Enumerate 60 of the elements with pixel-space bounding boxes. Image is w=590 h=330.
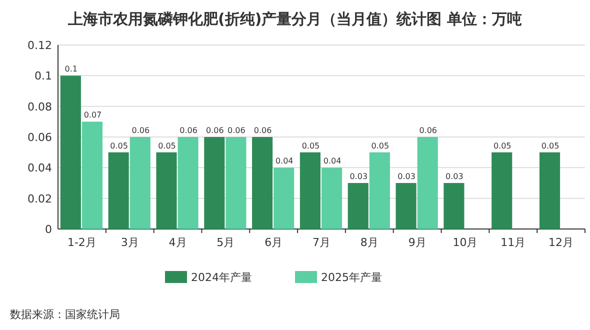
data-label: 0.05 (541, 141, 560, 150)
y-tick-label: 0 (45, 223, 52, 236)
bar (322, 168, 342, 229)
y-tick-label: 0.08 (28, 100, 52, 114)
x-tick-label: 7月 (312, 236, 330, 249)
data-label: 0.05 (302, 141, 320, 150)
bar (444, 183, 464, 229)
x-tick-label: 6月 (264, 236, 283, 249)
data-label: 0.03 (350, 172, 368, 181)
y-tick-label: 0.04 (28, 162, 52, 175)
bar (252, 137, 273, 229)
x-tick-label: 11月 (500, 236, 526, 249)
data-label: 0.05 (371, 141, 390, 150)
data-label: 0.06 (180, 126, 198, 135)
bar (156, 152, 177, 229)
data-label: 0.05 (493, 141, 512, 150)
bar (226, 137, 246, 229)
x-tick-label: 3月 (120, 236, 139, 249)
bar (204, 137, 225, 229)
x-tick-label: 1-2月 (67, 236, 96, 249)
x-tick-label: 8月 (360, 236, 378, 249)
bar (492, 152, 512, 229)
x-tick-label: 10月 (452, 236, 478, 249)
bar (300, 152, 320, 229)
bar (348, 183, 368, 229)
data-label: 0.04 (275, 156, 294, 166)
bar (178, 137, 198, 229)
bar (369, 152, 390, 229)
y-tick-label: 0.12 (28, 39, 52, 52)
data-label: 0.03 (446, 172, 464, 181)
data-label: 0.04 (323, 156, 342, 166)
legend-label: 2024年产量 (191, 271, 252, 284)
bar (274, 168, 294, 229)
y-tick-label: 0.1 (34, 70, 52, 83)
x-tick-label: 5月 (216, 236, 235, 249)
data-label: 0.05 (110, 141, 128, 150)
data-label: 0.06 (254, 126, 272, 135)
legend-label: 2025年产量 (321, 271, 382, 284)
data-label: 0.03 (398, 172, 416, 181)
bar (130, 137, 150, 229)
x-tick-label: 9月 (408, 236, 426, 249)
data-label: 0.06 (228, 126, 246, 135)
x-tick-label: 4月 (168, 236, 187, 249)
bar (539, 152, 560, 229)
bar (417, 137, 438, 229)
x-tick-label: 12月 (548, 236, 574, 249)
data-label: 0.1 (64, 64, 78, 74)
bar (82, 122, 103, 229)
data-label: 0.06 (206, 126, 224, 135)
bar (108, 152, 129, 229)
data-label: 0.07 (84, 110, 102, 120)
bar (396, 183, 416, 229)
data-label: 0.06 (419, 126, 438, 135)
data-label: 0.05 (158, 141, 176, 150)
y-tick-label: 0.02 (28, 192, 52, 206)
source-note: 数据来源：国家统计局 (10, 308, 120, 321)
chart-title: 上海市农用氮磷钾化肥(折纯)产量分月（当月值）统计图 单位：万吨 (67, 10, 522, 28)
y-tick-label: 0.06 (28, 131, 52, 144)
data-label: 0.06 (132, 126, 150, 135)
bar (60, 76, 81, 229)
